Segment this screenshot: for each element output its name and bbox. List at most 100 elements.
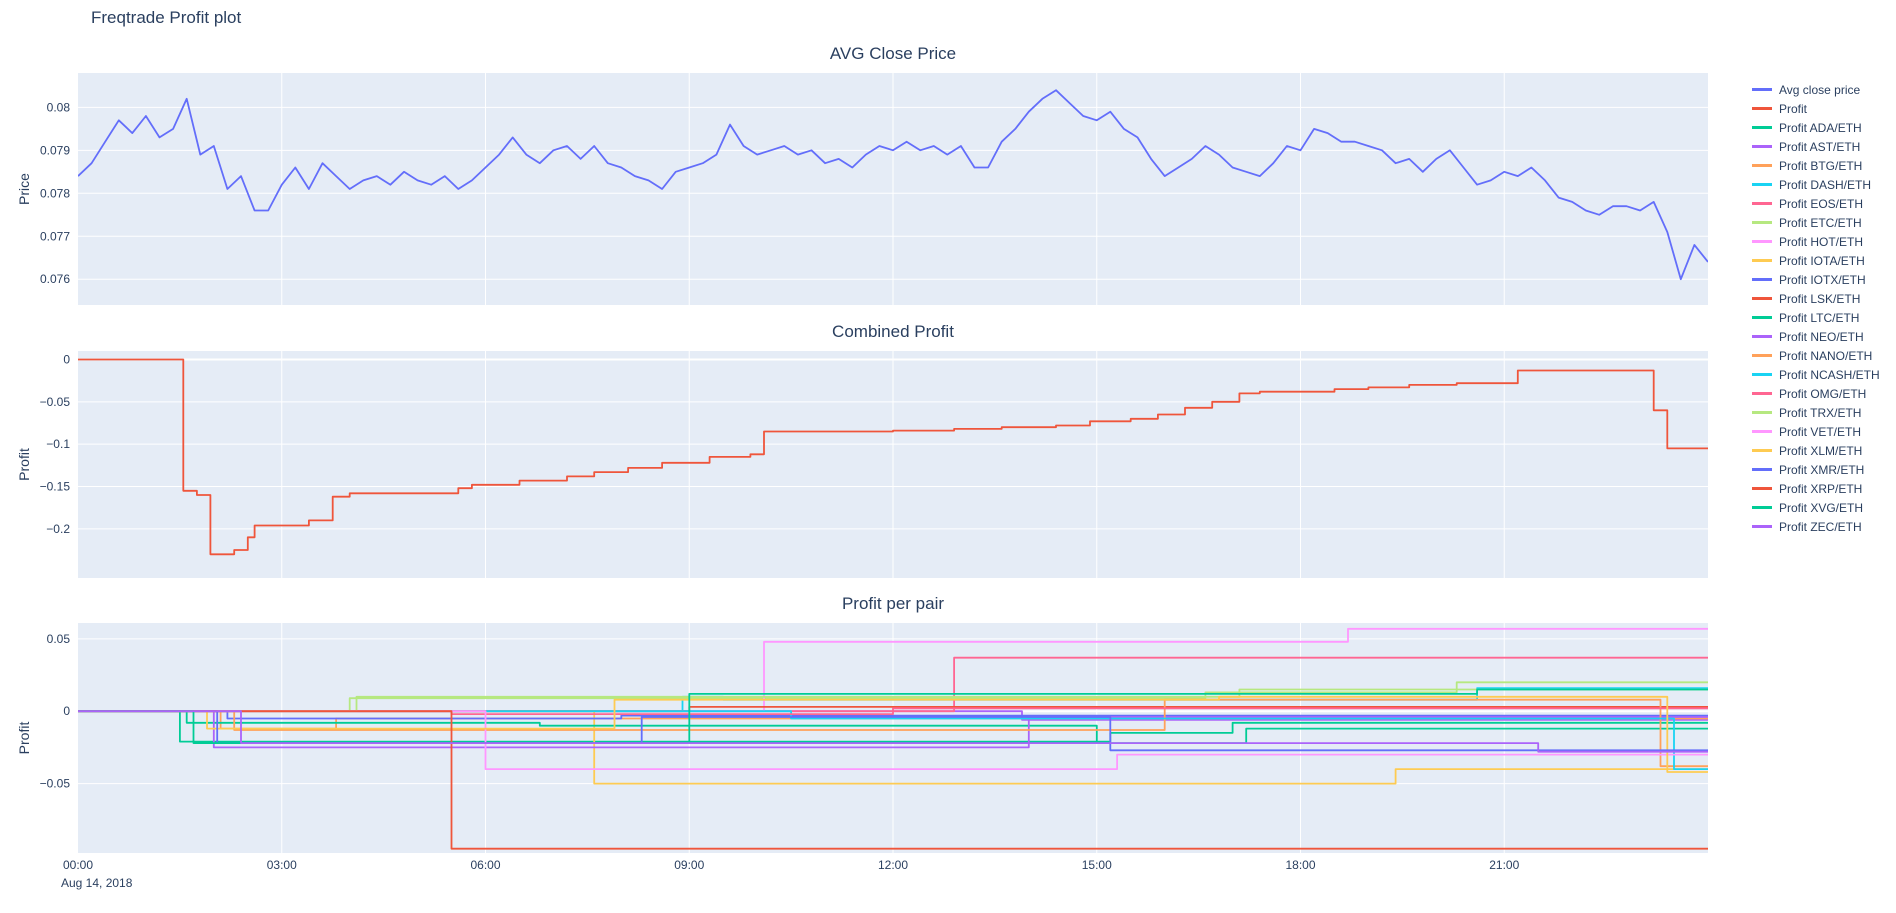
legend-item-profit-ncash-eth[interactable]: Profit NCASH/ETH — [1752, 365, 1880, 384]
legend-item-profit-omg-eth[interactable]: Profit OMG/ETH — [1752, 384, 1880, 403]
y-tick-label: 0 — [63, 704, 70, 718]
legend-item-profit-zec-eth[interactable]: Profit ZEC/ETH — [1752, 517, 1880, 536]
legend-item-profit-ada-eth[interactable]: Profit ADA/ETH — [1752, 118, 1880, 137]
legend-line-swatch — [1752, 88, 1772, 91]
x-axis-date-label: Aug 14, 2018 — [61, 876, 133, 890]
legend-item-label: Profit EOS/ETH — [1779, 196, 1864, 211]
legend-item-label: Profit XLM/ETH — [1779, 443, 1863, 458]
legend-item-label: Profit IOTA/ETH — [1779, 253, 1865, 268]
legend-item-profit-ltc-eth[interactable]: Profit LTC/ETH — [1752, 308, 1880, 327]
legend-item-label: Profit XRP/ETH — [1779, 481, 1863, 496]
legend-item-profit-ast-eth[interactable]: Profit AST/ETH — [1752, 137, 1880, 156]
legend-item-profit-lsk-eth[interactable]: Profit LSK/ETH — [1752, 289, 1880, 308]
legend-item-profit[interactable]: Profit — [1752, 99, 1880, 118]
legend-line-swatch — [1752, 506, 1772, 509]
series-profit — [78, 358, 1708, 556]
legend-item-label: Profit NANO/ETH — [1779, 348, 1873, 363]
legend-item-label: Profit XVG/ETH — [1779, 500, 1864, 515]
series-profit-xlm-eth — [78, 695, 1708, 773]
legend-line-swatch — [1752, 183, 1772, 186]
legend-item-label: Avg close price — [1779, 82, 1861, 97]
chart-title-combined-profit: Combined Profit — [832, 322, 954, 341]
series-profit-ncash-eth — [78, 710, 1708, 770]
y-tick-label: 0.077 — [40, 229, 70, 243]
legend-line-swatch — [1752, 164, 1772, 167]
y-tick-label: 0.079 — [40, 143, 70, 157]
x-tick-label: 00:00 — [62, 858, 94, 872]
y-tick-label: 0.08 — [47, 100, 71, 114]
legend-item-profit-hot-eth[interactable]: Profit HOT/ETH — [1752, 232, 1880, 251]
y-axis-title: Profit — [16, 722, 32, 755]
legend-item-label: Profit TRX/ETH — [1779, 405, 1862, 420]
chart-title-avg-close-price: AVG Close Price — [829, 44, 957, 63]
legend-item-avg-close-price[interactable]: Avg close price — [1752, 80, 1880, 99]
combined-profit-plot[interactable]: 0 −0.05 −0.1 −0.15 −0.2 Profit — [0, 351, 1710, 578]
x-tick-label: 15:00 — [1081, 858, 1112, 872]
y-tick-label: −0.15 — [40, 480, 71, 494]
legend-item-profit-dash-eth[interactable]: Profit DASH/ETH — [1752, 175, 1880, 194]
legend-item-profit-trx-eth[interactable]: Profit TRX/ETH — [1752, 403, 1880, 422]
legend-item-label: Profit — [1779, 101, 1808, 116]
y-tick-label: −0.2 — [46, 522, 70, 536]
y-axis-title: Price — [16, 173, 32, 205]
y-tick-label: −0.1 — [46, 437, 70, 451]
page-title: Freqtrade Profit plot — [91, 8, 242, 27]
legend-item-label: Profit OMG/ETH — [1779, 386, 1867, 401]
legend-item-label: Profit NEO/ETH — [1779, 329, 1864, 344]
series-profit-zec-eth — [78, 710, 1708, 753]
legend-line-swatch — [1752, 107, 1772, 110]
legend-item-label: Profit ETC/ETH — [1779, 215, 1862, 230]
legend-line-swatch — [1752, 373, 1772, 376]
legend-item-profit-iota-eth[interactable]: Profit IOTA/ETH — [1752, 251, 1880, 270]
legend-line-swatch — [1752, 126, 1772, 129]
x-tick-label: 03:00 — [266, 858, 297, 872]
chart-title-profit-per-pair: Profit per pair — [841, 594, 945, 613]
legend-line-swatch — [1752, 202, 1772, 205]
legend-line-swatch — [1752, 145, 1772, 148]
legend-item-label: Profit AST/ETH — [1779, 139, 1861, 154]
legend-item-profit-xlm-eth[interactable]: Profit XLM/ETH — [1752, 441, 1880, 460]
legend-item-profit-btg-eth[interactable]: Profit BTG/ETH — [1752, 156, 1880, 175]
legend: Avg close price Profit Profit ADA/ETH Profi… — [1752, 80, 1880, 536]
series-profit-xvg-eth — [78, 688, 1708, 744]
legend-line-swatch — [1752, 259, 1772, 262]
legend-item-label: Profit VET/ETH — [1779, 424, 1862, 439]
profit-per-pair-plot[interactable]: 0.05 0 −0.05 Profit — [0, 623, 1710, 853]
legend-item-label: Profit IOTX/ETH — [1779, 272, 1866, 287]
legend-item-label: Profit XMR/ETH — [1779, 462, 1865, 477]
y-axis-title: Profit — [16, 448, 32, 481]
legend-line-swatch — [1752, 221, 1772, 224]
legend-item-label: Profit BTG/ETH — [1779, 158, 1863, 173]
legend-item-profit-etc-eth[interactable]: Profit ETC/ETH — [1752, 213, 1880, 232]
legend-line-swatch — [1752, 392, 1772, 395]
y-tick-label: −0.05 — [40, 777, 71, 791]
legend-line-swatch — [1752, 430, 1772, 433]
legend-line-swatch — [1752, 468, 1772, 471]
legend-item-label: Profit LTC/ETH — [1779, 310, 1860, 325]
avg-close-price-plot[interactable]: 0.076 0.077 0.078 0.079 0.08 Price — [0, 73, 1710, 305]
legend-line-swatch — [1752, 335, 1772, 338]
legend-line-swatch — [1752, 297, 1772, 300]
x-tick-label: 06:00 — [470, 858, 501, 872]
legend-item-profit-iotx-eth[interactable]: Profit IOTX/ETH — [1752, 270, 1880, 289]
legend-item-profit-xvg-eth[interactable]: Profit XVG/ETH — [1752, 498, 1880, 517]
series-profit-ltc-eth — [78, 710, 1708, 744]
legend-line-swatch — [1752, 316, 1772, 319]
legend-item-profit-xrp-eth[interactable]: Profit XRP/ETH — [1752, 479, 1880, 498]
legend-line-swatch — [1752, 449, 1772, 452]
legend-line-swatch — [1752, 278, 1772, 281]
series-profit-xmr-eth — [78, 710, 1708, 752]
series-profit-xrp-eth — [78, 710, 1708, 850]
legend-item-profit-eos-eth[interactable]: Profit EOS/ETH — [1752, 194, 1880, 213]
y-tick-label: −0.05 — [40, 395, 71, 409]
legend-item-profit-vet-eth[interactable]: Profit VET/ETH — [1752, 422, 1880, 441]
legend-item-profit-nano-eth[interactable]: Profit NANO/ETH — [1752, 346, 1880, 365]
legend-item-profit-neo-eth[interactable]: Profit NEO/ETH — [1752, 327, 1880, 346]
legend-item-profit-xmr-eth[interactable]: Profit XMR/ETH — [1752, 460, 1880, 479]
legend-item-label: Profit NCASH/ETH — [1779, 367, 1880, 382]
y-tick-label: 0 — [63, 352, 70, 366]
series-profit-etc-eth — [78, 681, 1708, 713]
legend-line-swatch — [1752, 240, 1772, 243]
y-tick-label: 0.05 — [47, 632, 71, 646]
